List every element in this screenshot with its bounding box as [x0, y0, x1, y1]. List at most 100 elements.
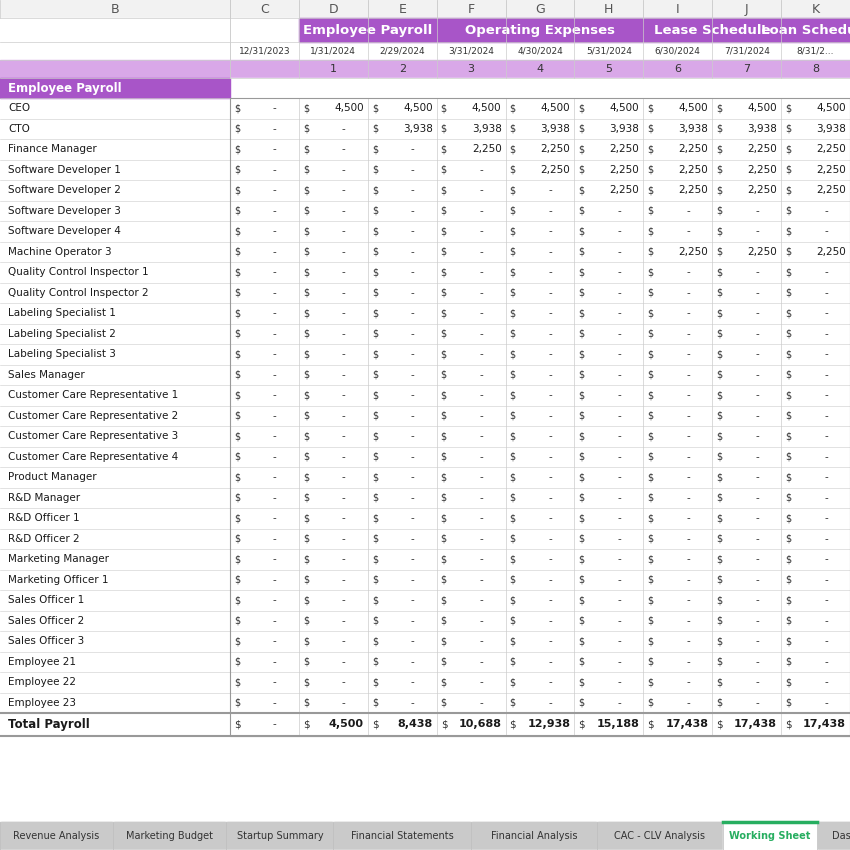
Text: -: - [548, 657, 552, 666]
Text: Marketing Manager: Marketing Manager [8, 554, 109, 564]
Text: $: $ [648, 390, 654, 400]
Text: -: - [479, 390, 484, 400]
Text: $: $ [579, 103, 585, 113]
Text: $: $ [234, 226, 240, 236]
Text: $: $ [579, 411, 585, 421]
Text: $: $ [509, 309, 516, 318]
Text: $: $ [785, 288, 791, 298]
Text: $: $ [717, 451, 722, 462]
Text: -: - [686, 534, 690, 544]
Text: -: - [411, 534, 415, 544]
Text: -: - [755, 226, 759, 236]
Text: $: $ [717, 615, 722, 626]
Text: $: $ [371, 657, 378, 666]
Text: $: $ [717, 513, 722, 524]
Text: $: $ [440, 411, 447, 421]
Bar [0, 822, 850, 850]
Text: $: $ [509, 185, 516, 196]
Text: -: - [686, 309, 690, 318]
Text: -: - [342, 246, 346, 257]
Text: -: - [617, 637, 621, 646]
Text: $: $ [303, 554, 309, 564]
Text: 4,500: 4,500 [329, 719, 364, 729]
Text: $: $ [371, 288, 378, 298]
Text: $: $ [648, 206, 654, 216]
Text: -: - [824, 677, 828, 688]
Text: -: - [479, 677, 484, 688]
Text: 2,250: 2,250 [816, 246, 846, 257]
Text: 8: 8 [812, 64, 819, 74]
Text: $: $ [234, 349, 240, 360]
Text: $: $ [785, 226, 791, 236]
Text: -: - [824, 575, 828, 585]
Text: $: $ [440, 226, 447, 236]
Text: $: $ [509, 677, 516, 688]
Text: Sales Officer 3: Sales Officer 3 [8, 637, 84, 646]
Text: -: - [342, 390, 346, 400]
Text: $: $ [440, 390, 447, 400]
Bar [0, 42, 850, 60]
Text: 4,500: 4,500 [541, 103, 570, 113]
Text: -: - [273, 637, 276, 646]
Text: Loan Schedule: Loan Schedule [761, 24, 850, 37]
Text: -: - [686, 575, 690, 585]
Text: 1: 1 [330, 64, 337, 74]
Bar [0, 488, 850, 508]
Bar [0, 467, 850, 488]
Text: $: $ [234, 719, 241, 729]
Text: $: $ [579, 473, 585, 482]
Text: $: $ [717, 719, 722, 729]
Text: $: $ [579, 513, 585, 524]
Text: 2,250: 2,250 [678, 144, 708, 154]
Text: -: - [686, 473, 690, 482]
Text: B: B [110, 3, 119, 15]
Bar [598, 822, 722, 848]
Text: -: - [411, 615, 415, 626]
Text: Customer Care Representative 3: Customer Care Representative 3 [8, 431, 178, 441]
Text: $: $ [717, 657, 722, 666]
Text: -: - [824, 431, 828, 441]
Text: -: - [548, 411, 552, 421]
Text: -: - [548, 698, 552, 708]
Bar [0, 590, 850, 610]
Text: $: $ [371, 390, 378, 400]
Text: -: - [273, 267, 276, 277]
Text: -: - [755, 349, 759, 360]
Text: $: $ [717, 637, 722, 646]
Text: -: - [617, 288, 621, 298]
Text: $: $ [440, 473, 447, 482]
Text: Customer Care Representative 2: Customer Care Representative 2 [8, 411, 178, 421]
Text: -: - [548, 246, 552, 257]
Text: 12/31/2023: 12/31/2023 [239, 47, 290, 55]
Text: $: $ [440, 370, 447, 380]
Bar [0, 610, 850, 631]
Text: -: - [755, 615, 759, 626]
Text: $: $ [717, 698, 722, 708]
Text: -: - [617, 657, 621, 666]
Text: -: - [342, 677, 346, 688]
Text: $: $ [509, 431, 516, 441]
Text: $: $ [371, 206, 378, 216]
Text: Quality Control Inspector 2: Quality Control Inspector 2 [8, 288, 149, 298]
Text: Dashl ...: Dashl ... [832, 831, 850, 841]
Text: -: - [342, 698, 346, 708]
Text: Labeling Specialist 1: Labeling Specialist 1 [8, 309, 116, 318]
Text: $: $ [234, 534, 240, 544]
Text: Employee 22: Employee 22 [8, 677, 76, 688]
Text: D: D [328, 3, 338, 15]
Text: -: - [342, 288, 346, 298]
Text: E: E [399, 3, 406, 15]
Text: $: $ [371, 329, 378, 339]
Text: Sales Officer 1: Sales Officer 1 [8, 595, 84, 605]
Text: $: $ [509, 473, 516, 482]
Text: $: $ [509, 698, 516, 708]
Text: -: - [755, 390, 759, 400]
Text: $: $ [234, 637, 240, 646]
Text: 2,250: 2,250 [609, 144, 639, 154]
Text: $: $ [234, 185, 240, 196]
Text: Software Developer 1: Software Developer 1 [8, 165, 121, 175]
Text: -: - [479, 575, 484, 585]
Text: Employee Payroll: Employee Payroll [303, 24, 433, 37]
Bar [0, 201, 850, 221]
Text: -: - [686, 698, 690, 708]
